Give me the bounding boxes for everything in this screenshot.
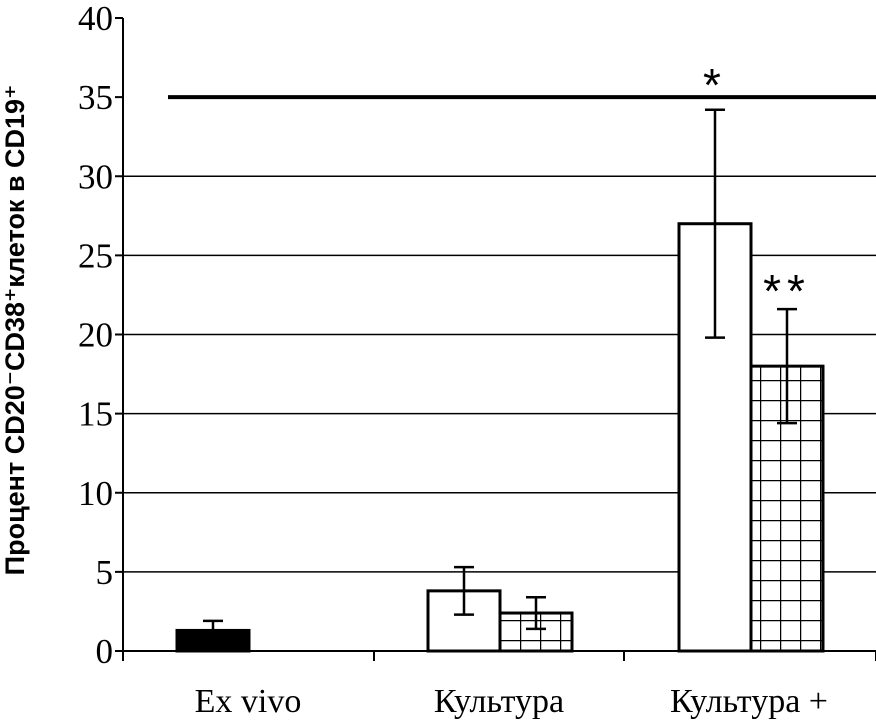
y-tick-label: 30 <box>78 157 113 196</box>
y-axis-label: Процент CD20⁻CD38⁺клеток в CD19⁺ <box>0 85 30 576</box>
y-tick-label: 20 <box>78 316 113 355</box>
significance-marker: * <box>703 59 727 111</box>
x-tick-label: Ex vivo <box>195 683 302 720</box>
y-tick-label: 40 <box>78 0 113 38</box>
bars: *** <box>175 59 825 653</box>
y-tick-label: 35 <box>78 78 113 117</box>
axes: 0 5 10 15 20 25 30 35 40 Ex vivo Культура Культура … <box>78 0 876 720</box>
y-tick-label: 25 <box>78 236 113 275</box>
significance-marker: ** <box>763 265 811 317</box>
gridlines <box>123 95 876 573</box>
x-tick-label: Культура + <box>670 683 828 720</box>
y-tick-label: 15 <box>78 395 113 434</box>
y-tick-label: 5 <box>96 553 114 592</box>
y-tick-label: 0 <box>96 632 114 671</box>
y-tick-label: 10 <box>78 474 113 513</box>
x-tick-label: Культура <box>434 683 564 720</box>
